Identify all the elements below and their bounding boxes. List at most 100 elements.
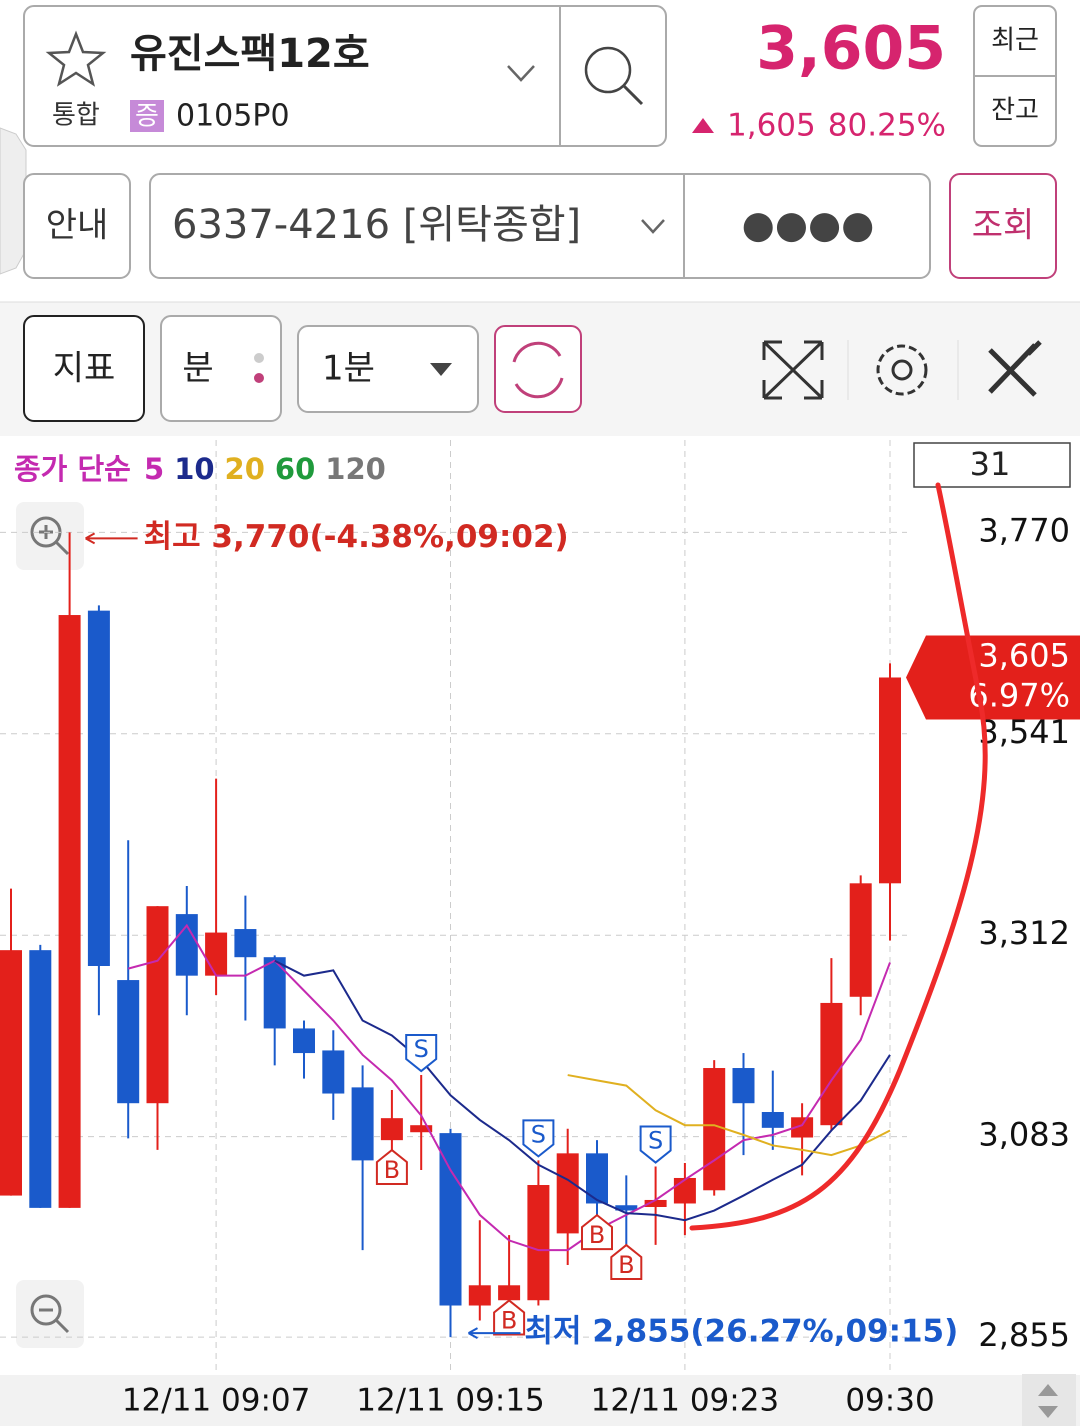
- low-label: 최저 2,855(26.27%,09:15): [525, 1314, 959, 1350]
- up-arrow: [692, 118, 714, 133]
- candle-body: [586, 1153, 608, 1204]
- candle-body: [234, 929, 257, 958]
- candle-body: [293, 1028, 315, 1054]
- candle-body: [146, 906, 169, 1104]
- candle-body: [380, 1118, 403, 1141]
- candle-body: [849, 883, 872, 997]
- candle-body: [29, 950, 52, 1208]
- y-tick-label: 3,083: [978, 1116, 1070, 1154]
- legend-entry: 120: [325, 452, 386, 486]
- candle-body: [527, 1185, 550, 1301]
- y-tick-label: 2,855: [978, 1316, 1070, 1354]
- signal-marker: [493, 1299, 526, 1336]
- stock-box[interactable]: [23, 5, 667, 147]
- signal-marker: [610, 1243, 643, 1281]
- guide-button[interactable]: 안내: [46, 206, 109, 246]
- password[interactable]: ●●●●: [742, 203, 875, 247]
- candle-body: [351, 1087, 374, 1161]
- account-number[interactable]: 6337-4216 [위탁종합]: [172, 202, 581, 248]
- x-tick-label: 12/11 09:07: [122, 1383, 311, 1419]
- favorite-star[interactable]: [45, 30, 107, 87]
- tools-icon[interactable]: [988, 340, 1042, 397]
- guide-box[interactable]: [23, 173, 131, 279]
- candle-body: [0, 950, 22, 1196]
- account-box[interactable]: [149, 173, 931, 279]
- candle-body: [791, 1117, 814, 1138]
- stock-name: 유진스팩12호: [130, 31, 370, 77]
- indicator-button[interactable]: 지표: [53, 349, 116, 389]
- scroll-button[interactable]: [1022, 1374, 1076, 1426]
- candle-body: [556, 1153, 579, 1234]
- unit-button[interactable]: 분: [182, 349, 213, 389]
- stock-code: 0105P0: [176, 99, 290, 134]
- candle-body: [615, 1205, 638, 1211]
- change-rate: 80.25%: [828, 108, 946, 144]
- candle-body: [410, 1125, 433, 1133]
- recent-button[interactable]: 최근: [991, 26, 1039, 56]
- settings-core: [891, 359, 913, 381]
- hand-drawn-curve: [689, 482, 988, 1231]
- low-arrow: [468, 1327, 521, 1340]
- query-box[interactable]: [949, 173, 1057, 279]
- signal-marker: [522, 1119, 555, 1158]
- moving-average: [567, 1074, 891, 1157]
- period-box: [913, 442, 1071, 488]
- search-handle: [622, 84, 644, 106]
- indicator-box[interactable]: [23, 315, 145, 422]
- scroll-icon: [1038, 1384, 1058, 1418]
- dropdown-arrow[interactable]: [641, 219, 665, 234]
- zoom-out[interactable]: [16, 1280, 84, 1348]
- chart: 5 10 20 60 1202,8553,0833,3123,5413,77012/11…: [0, 440, 1080, 1419]
- balance-button[interactable]: 잔고: [991, 96, 1039, 126]
- signal-marker: [581, 1213, 613, 1251]
- interval-select[interactable]: 1분: [322, 349, 375, 389]
- x-tick-label: 12/11 09:23: [591, 1383, 780, 1419]
- search-icon[interactable]: [584, 46, 632, 94]
- y-tick-label: 3,312: [978, 914, 1070, 952]
- dropdown-arrow[interactable]: [507, 65, 535, 82]
- signal-label: S: [531, 1120, 546, 1148]
- candle-body: [732, 1068, 755, 1104]
- candle-body: [498, 1285, 521, 1301]
- candle-body: [879, 677, 901, 884]
- settings-icon[interactable]: [876, 344, 928, 396]
- dot: [254, 373, 264, 383]
- side-handle[interactable]: [0, 127, 27, 275]
- zoom-out-glyph: [39, 1308, 70, 1334]
- unit-box[interactable]: [160, 315, 282, 422]
- change: 1,605: [727, 108, 816, 144]
- legend-entry: 5: [144, 452, 164, 486]
- signal-label: S: [648, 1127, 663, 1155]
- last-price: 3,605: [978, 636, 1070, 674]
- dropdown-arrow: [430, 363, 452, 376]
- legend-entry: 20: [225, 452, 265, 486]
- legend-entry: 10: [174, 452, 214, 486]
- moving-average: [127, 923, 891, 1252]
- refresh-button[interactable]: [494, 325, 582, 413]
- x-tick-label: 12/11 09:15: [356, 1383, 545, 1419]
- signal-marker: [375, 1148, 408, 1186]
- price: 3,605: [756, 14, 946, 84]
- x-axis-bg: [0, 1375, 1080, 1426]
- zoom-in[interactable]: [16, 502, 84, 570]
- legend-entry: 60: [275, 452, 315, 486]
- candle-body: [263, 957, 286, 1029]
- signal-label: B: [384, 1156, 400, 1184]
- interval-box[interactable]: [297, 325, 479, 413]
- high-arrow: [85, 532, 138, 545]
- candle-body: [673, 1177, 696, 1204]
- last-change: 6.97%: [968, 676, 1070, 714]
- candle-body: [205, 932, 228, 976]
- candle-body: [761, 1112, 784, 1128]
- query-button[interactable]: 조회: [972, 206, 1035, 246]
- y-tick-label: 3,770: [978, 511, 1070, 549]
- candle-body: [820, 1002, 843, 1126]
- fullscreen-icon[interactable]: [762, 340, 824, 400]
- candle-body: [175, 914, 198, 976]
- high-label: 최고 3,770(-4.38%,09:02): [144, 519, 569, 555]
- candle-body: [87, 610, 110, 966]
- signal-marker: [405, 1034, 438, 1073]
- signal-label: B: [618, 1251, 634, 1279]
